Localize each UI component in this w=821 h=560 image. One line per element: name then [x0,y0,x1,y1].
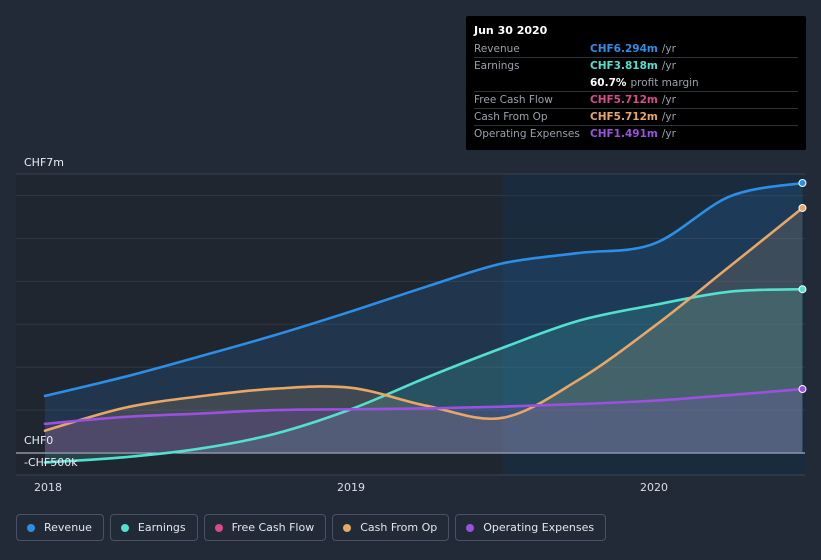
tooltip-unit: /yr [661,60,676,72]
legend-label: Cash From Op [360,521,438,534]
series-area-cfo [44,207,803,453]
tooltip-row-revenue: Revenue CHF6.294m /yr [474,40,798,57]
series-line-cfo [43,206,804,432]
x-tick-label: 2018 [34,481,62,494]
tooltip-value: 60.7% [590,76,627,89]
tooltip-value: CHF1.491m [590,128,658,140]
tooltip-row-fcf: Free Cash Flow CHF5.712m /yr [474,91,798,108]
tooltip-label: Free Cash Flow [474,94,553,106]
tooltip-row-opex: Operating Expenses CHF1.491m /yr [474,125,798,142]
series-end-point-opex [798,385,807,394]
legend-dot-icon [27,523,35,532]
legend-label: Operating Expenses [483,521,595,534]
legend-label: Revenue [44,521,92,534]
tooltip-unit: /yr [661,94,676,106]
tooltip-label: Revenue [474,42,520,55]
series-end-point-cfo [798,203,807,212]
series-area-opex [44,389,803,453]
series-line-earnings [43,287,804,464]
tooltip-value: CHF6.294m [590,42,658,55]
x-tick-label: 2019 [337,481,365,494]
legend-dot-icon [343,523,352,532]
legend-item-free-cash-flow[interactable]: Free Cash Flow [203,514,327,541]
series-area-revenue [44,183,803,453]
tooltip-row-profit-margin: 60.7% profit margin [474,74,798,91]
tooltip-value: CHF3.818m [590,60,658,72]
legend-dot-icon [466,523,475,532]
legend-item-earnings[interactable]: Earnings [109,514,198,541]
tooltip-row-cfo: Cash From Op CHF5.712m /yr [474,108,798,125]
y-axis-label: -CHF500k [24,456,78,469]
series-end-point-earnings [798,285,807,294]
tooltip-value: CHF5.712m [590,94,658,106]
tooltip-unit: /yr [661,42,676,55]
legend-item-operating-expenses[interactable]: Operating Expenses [455,514,607,541]
legend-item-revenue[interactable]: Revenue [16,514,104,541]
tooltip-unit: /yr [661,128,676,140]
tooltip-label: Cash From Op [474,111,548,123]
legend-label: Earnings [137,521,186,534]
tooltip-unit: profit margin [630,76,699,89]
tooltip-label: Earnings [474,60,520,72]
legend-item-cash-from-op[interactable]: Cash From Op [332,514,450,541]
series-line-revenue [43,181,804,398]
data-tooltip: Jun 30 2020 Revenue CHF6.294m /yr Earnin… [466,16,806,150]
x-tick-label: 2020 [640,481,668,494]
tooltip-unit: /yr [661,111,676,123]
legend-label: Free Cash Flow [231,521,315,534]
series-line-opex [43,387,804,426]
series-area-earnings [44,289,803,463]
y-axis-label: CHF0 [24,434,53,447]
tooltip-label: Operating Expenses [474,128,580,140]
tooltip-row-earnings: Earnings CHF3.818m /yr [474,57,798,74]
legend-dot-icon [120,523,129,532]
legend-dot-icon [214,523,223,532]
chart-legend: Revenue Earnings Free Cash Flow Cash Fro… [16,514,607,541]
tooltip-date: Jun 30 2020 [474,24,548,37]
y-axis-label: CHF7m [24,156,64,169]
series-end-point-revenue [798,179,807,187]
tooltip-value: CHF5.712m [590,111,658,123]
